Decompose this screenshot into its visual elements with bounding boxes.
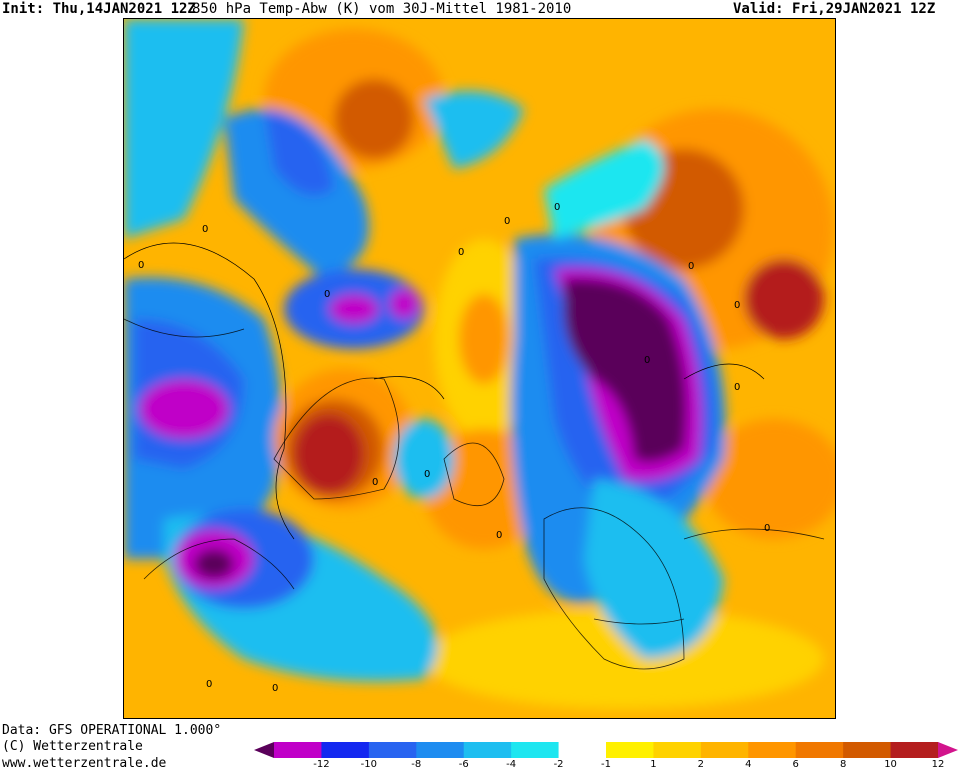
contour-label: 0 [272, 683, 278, 694]
colorbar-tick-label: 1 [650, 759, 657, 770]
colorbar-tick-label: 8 [839, 759, 847, 770]
anomaly-field: 0 0 0 0 0 0 0 0 0 0 0 0 0 0 0 0 [124, 19, 835, 718]
contour-label: 0 [764, 523, 770, 534]
contour-label: 0 [554, 202, 560, 213]
contour-label: 0 [504, 216, 510, 227]
website-link[interactable]: www.wetterzentrale.de [2, 756, 167, 771]
colorbar-tick-label: 10 [884, 759, 897, 770]
contour-label: 0 [372, 477, 378, 488]
data-source-label: Data: GFS OPERATIONAL 1.000° [2, 723, 222, 738]
contour-label: 0 [496, 530, 502, 541]
colorbar-swatch [511, 742, 560, 758]
copyright-label: (C) Wetterzentrale [2, 739, 143, 754]
colorbar-tick-label: -1 [601, 759, 611, 770]
contour-label: 0 [206, 679, 212, 690]
colorbar-swatch [463, 742, 512, 758]
colorbar-swatch [795, 742, 844, 758]
colorbar-tick-label: -4 [506, 759, 517, 770]
colorbar-tick-label: 6 [792, 759, 799, 770]
colorbar-tick-label: -2 [553, 759, 564, 770]
colorbar-swatches [254, 742, 958, 758]
contour-label: 0 [138, 260, 144, 271]
colorbar-right-arrow [938, 742, 958, 758]
colorbar-tick-label: 12 [931, 759, 945, 770]
colorbar-swatch [843, 742, 892, 758]
colorbar-swatch [653, 742, 702, 758]
colorbar-swatch [558, 742, 607, 758]
colorbar-tick-label: 4 [745, 759, 752, 770]
contour-label: 0 [644, 355, 650, 366]
contour-label: 0 [734, 300, 740, 311]
colorbar-tick-label: 2 [697, 759, 705, 770]
contour-label: 0 [688, 261, 694, 272]
colorbar-swatch [416, 742, 465, 758]
chart-title: 850 hPa Temp-Abw (K) vom 30J-Mittel 1981… [192, 1, 572, 17]
contour-label: 0 [202, 224, 208, 235]
colorbar-tick-label: -10 [360, 759, 378, 770]
contour-label: 0 [734, 382, 740, 393]
colorbar: -12 -10 -8 -6 -4 -2 -1 1 2 4 6 8 10 12 [254, 742, 958, 776]
init-time-label: Init: Thu,14JAN2021 12Z [2, 1, 196, 17]
colorbar-tick-label: -12 [313, 759, 330, 770]
colorbar-swatch [606, 742, 654, 758]
contour-label: 0 [424, 469, 430, 480]
colorbar-swatch [700, 742, 749, 758]
colorbar-swatch [321, 742, 370, 758]
colorbar-tick-label: -6 [458, 759, 469, 770]
anomaly-map: 0 0 0 0 0 0 0 0 0 0 0 0 0 0 0 0 [123, 18, 836, 719]
colorbar-swatch [890, 742, 939, 758]
colorbar-swatch [368, 742, 417, 758]
contour-label: 0 [324, 289, 330, 300]
valid-time-label: Valid: Fri,29JAN2021 12Z [733, 1, 936, 17]
colorbar-left-arrow [254, 742, 274, 758]
colorbar-swatch [748, 742, 797, 758]
colorbar-swatch [274, 742, 322, 758]
contour-label: 0 [458, 247, 464, 258]
colorbar-tick-label: -8 [411, 759, 422, 770]
